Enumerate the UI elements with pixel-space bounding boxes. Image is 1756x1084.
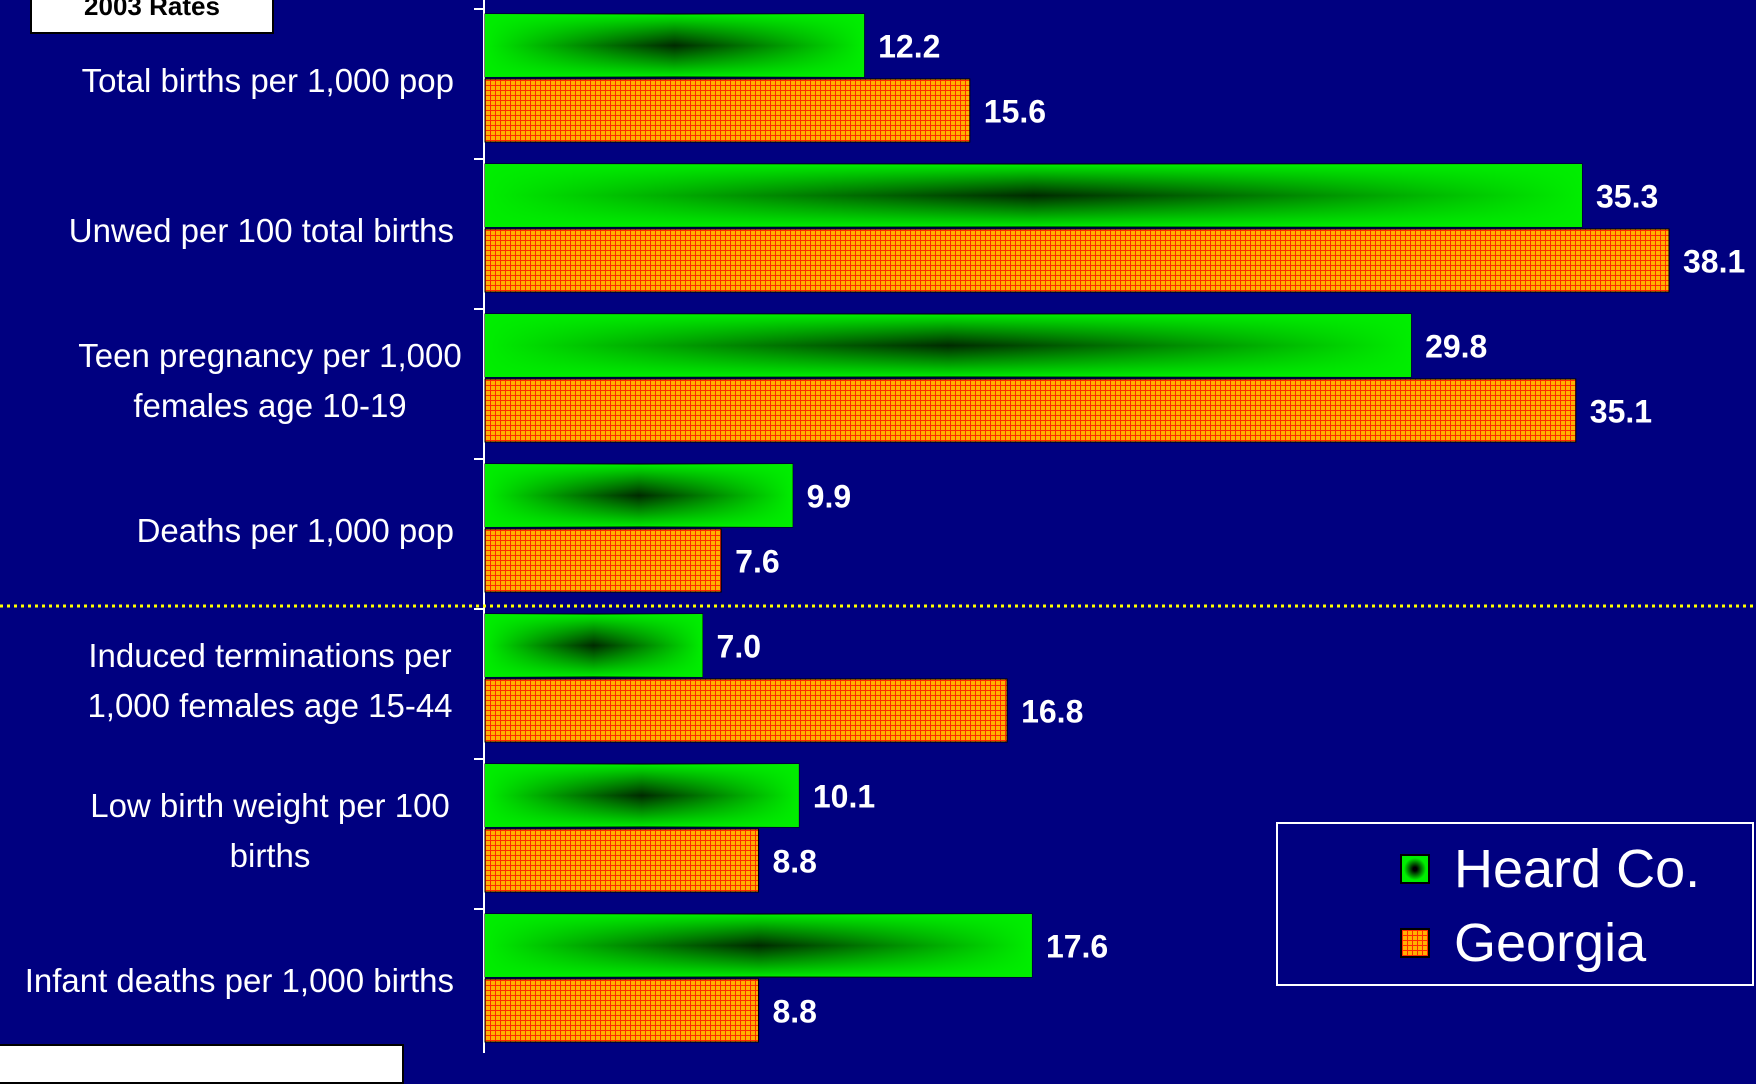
chart-title: 2003 Rates [30, 0, 274, 34]
chart-title-text: 2003 Rates [84, 0, 220, 21]
legend-item-heard: Heard Co. [1400, 834, 1700, 904]
data-label-georgia: 35.1 [1590, 394, 1652, 430]
category-label-line: Unwed per 100 total births [69, 212, 454, 249]
data-label-heard: 35.3 [1596, 179, 1658, 215]
category-label-line: Low birth weight per 100 [90, 787, 450, 824]
data-label-georgia: 38.1 [1683, 244, 1745, 280]
category-label-line: 1,000 females age 15-44 [87, 687, 452, 724]
bar-heard-shade [485, 614, 703, 677]
bar-georgia [484, 528, 722, 593]
legend-label-heard: Heard Co. [1454, 839, 1701, 899]
legend-item-georgia: Georgia [1400, 908, 1646, 978]
data-label-georgia: 16.8 [1021, 694, 1083, 730]
category-label: Low birth weight per 100 births [90, 787, 450, 874]
category-label-line: Deaths per 1,000 pop [137, 512, 454, 549]
bar-georgia [484, 378, 1577, 443]
category-label: Unwed per 100 total births [69, 212, 454, 249]
category-label-line: Total births per 1,000 pop [82, 62, 454, 99]
category-label: Infant deaths per 1,000 births [25, 962, 454, 999]
category-label-line: Induced terminations per [88, 637, 451, 674]
category-label: Induced terminations per 1,000 females ag… [87, 637, 452, 724]
data-label-heard: 29.8 [1425, 329, 1487, 365]
data-label-heard: 7.0 [717, 629, 761, 665]
data-label-georgia: 8.8 [772, 994, 816, 1030]
category-label: Deaths per 1,000 pop [137, 512, 454, 549]
bar-georgia [484, 678, 1008, 743]
bar-georgia [484, 228, 1670, 293]
category-label: Teen pregnancy per 1,000 females age 10-1… [78, 337, 461, 424]
bar-heard-shade [485, 164, 1582, 227]
data-label-georgia: 15.6 [984, 94, 1046, 130]
bar-georgia [484, 978, 759, 1043]
legend-swatch-heard [1400, 854, 1430, 884]
legend-swatch-georgia [1400, 928, 1430, 958]
chart-plot: Total births per 1,000 pop 12.2 15.6 Unwed … [0, 0, 1756, 1053]
category-label-line: births [230, 837, 311, 874]
data-label-heard: 10.1 [813, 779, 875, 815]
bar-georgia [484, 78, 971, 143]
bar-heard-shade [485, 14, 865, 77]
legend-label-georgia: Georgia [1454, 913, 1647, 973]
footnote-box [0, 1044, 404, 1084]
legend: Heard Co. Georgia [1276, 822, 1754, 986]
data-label-heard: 9.9 [807, 479, 851, 515]
bar-heard-shade [485, 764, 799, 827]
category-label-line: females age 10-19 [133, 387, 406, 424]
bar-heard-shade [485, 464, 793, 527]
category-label-line: Teen pregnancy per 1,000 [78, 337, 461, 374]
category-label-line: Infant deaths per 1,000 births [25, 962, 454, 999]
data-label-georgia: 8.8 [772, 844, 816, 880]
category-label: Total births per 1,000 pop [82, 62, 454, 99]
bar-georgia [484, 828, 759, 893]
data-label-heard: 12.2 [878, 29, 940, 65]
bar-heard-shade [485, 914, 1032, 977]
bar-heard-shade [485, 314, 1412, 377]
data-label-heard: 17.6 [1046, 929, 1108, 965]
data-label-georgia: 7.6 [735, 544, 779, 580]
